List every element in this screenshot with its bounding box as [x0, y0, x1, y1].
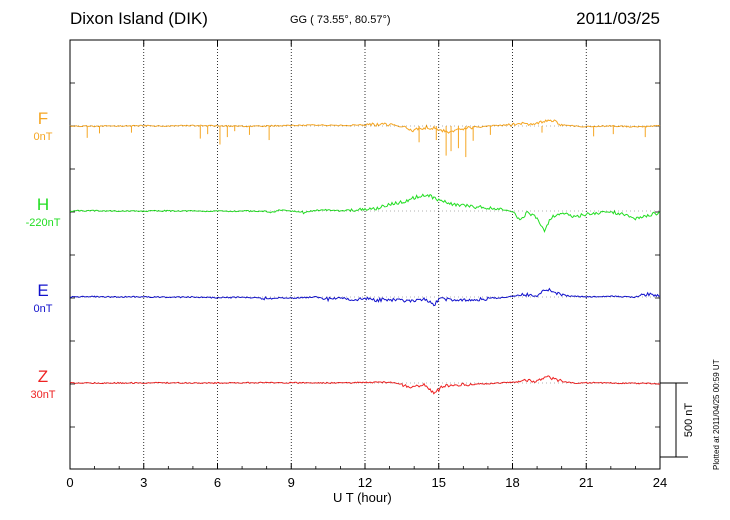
x-tick-label: 0: [66, 475, 73, 490]
offset-label-f: 0nT: [34, 131, 53, 143]
date-label: 2011/03/25: [576, 9, 660, 28]
x-tick-label: 21: [579, 475, 593, 490]
plot-frame: [69, 39, 661, 470]
series-line-z: [69, 375, 661, 395]
channel-label-e: E: [37, 281, 48, 300]
series-line-f: [69, 119, 661, 134]
series-line-h: [69, 193, 661, 233]
series-line-e: [69, 287, 661, 307]
x-tick-label: 12: [358, 475, 372, 490]
x-tick-label: 6: [214, 475, 221, 490]
x-tick-label: 18: [505, 475, 519, 490]
x-tick-label: 3: [140, 475, 147, 490]
station-title: Dixon Island (DIK): [70, 9, 208, 28]
offset-label-z: 30nT: [30, 389, 55, 401]
x-tick-label: 24: [653, 475, 667, 490]
scale-bar-label: 500 nT: [683, 403, 695, 438]
channel-label-h: H: [37, 195, 49, 214]
channel-label-f: F: [38, 109, 48, 128]
offset-label-h: -220nT: [26, 217, 61, 229]
x-tick-label: 15: [432, 475, 446, 490]
x-axis-label: U T (hour): [333, 490, 392, 505]
x-tick-label: 9: [288, 475, 295, 490]
coordinates-label: GG ( 73.55°, 80.57°): [290, 14, 391, 26]
offset-label-e: 0nT: [34, 303, 53, 315]
channel-label-z: Z: [38, 367, 48, 386]
